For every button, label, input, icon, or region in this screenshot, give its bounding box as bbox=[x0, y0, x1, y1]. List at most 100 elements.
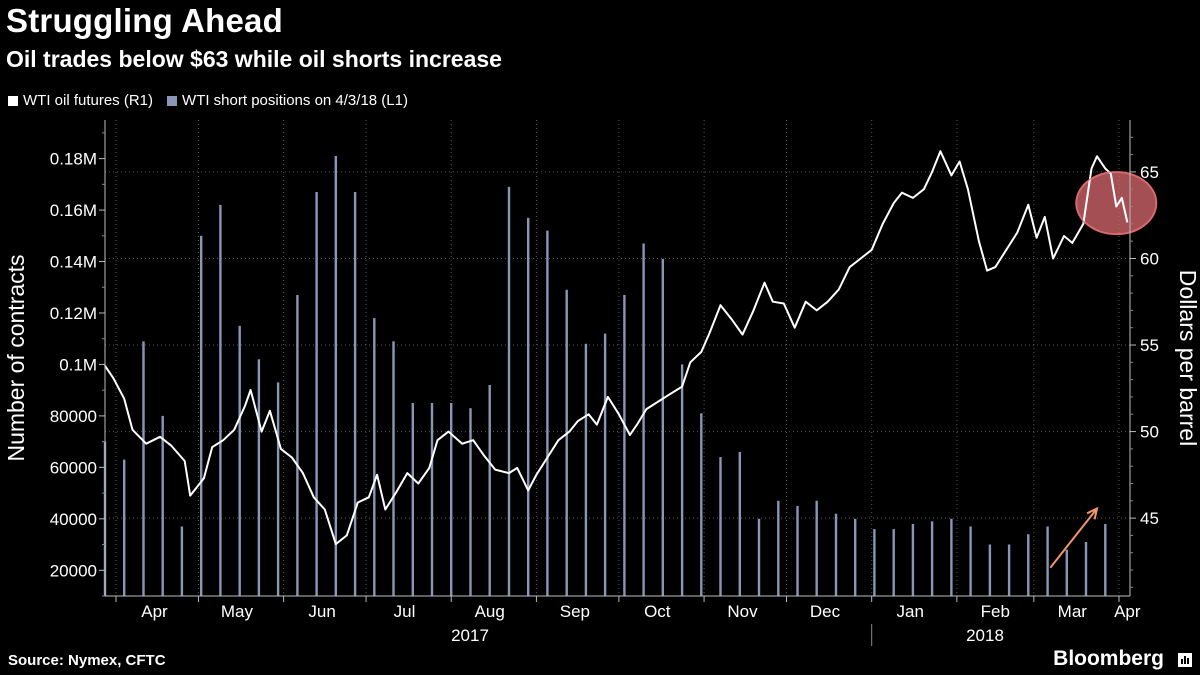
line-point bbox=[645, 408, 648, 410]
bar bbox=[738, 451, 741, 596]
line-point bbox=[1027, 204, 1030, 206]
bar bbox=[1084, 542, 1088, 596]
line-point bbox=[159, 436, 161, 438]
bar bbox=[854, 518, 857, 596]
line-point bbox=[1016, 231, 1019, 234]
line-point bbox=[346, 534, 348, 537]
right-tick-label: 45 bbox=[1140, 509, 1159, 528]
year-label: 2018 bbox=[966, 626, 1004, 645]
x-tick-label: Oct bbox=[644, 602, 671, 621]
line-point bbox=[417, 482, 420, 485]
line-point bbox=[783, 302, 785, 305]
line-point bbox=[260, 430, 263, 433]
line-point bbox=[447, 430, 450, 433]
bar bbox=[507, 186, 511, 596]
line-point bbox=[233, 429, 235, 431]
line-point bbox=[901, 191, 903, 194]
legend-item-short-positions: WTI short positions on 4/3/18 (L1) bbox=[167, 92, 408, 109]
bar bbox=[911, 524, 915, 596]
gridlines bbox=[105, 120, 1130, 596]
left-tick-label: 80000 bbox=[50, 407, 97, 426]
x-tick-label: Apr bbox=[1114, 602, 1141, 621]
bar bbox=[334, 156, 337, 596]
line-point bbox=[837, 288, 840, 291]
x-tick-label: Apr bbox=[141, 602, 168, 621]
line-point bbox=[681, 385, 683, 388]
bar bbox=[276, 382, 280, 596]
bar bbox=[1007, 544, 1011, 596]
x-tick-label: Jan bbox=[896, 602, 923, 621]
bar bbox=[661, 258, 664, 596]
x-tick-label: Sep bbox=[560, 602, 590, 621]
bar bbox=[700, 413, 703, 596]
bar bbox=[796, 505, 799, 596]
line-point bbox=[211, 446, 213, 448]
line-point bbox=[708, 332, 711, 334]
bar bbox=[296, 295, 299, 596]
line-point bbox=[912, 197, 914, 199]
legend-swatch-oil-futures bbox=[8, 95, 18, 106]
bar bbox=[373, 318, 376, 596]
bar bbox=[161, 415, 164, 596]
line-point bbox=[1096, 155, 1098, 158]
bar bbox=[1046, 526, 1049, 596]
line-point bbox=[815, 309, 818, 312]
line-point bbox=[291, 456, 293, 459]
left-tick-label: 0.14M bbox=[50, 253, 97, 272]
bar bbox=[930, 521, 934, 596]
left-axis-title: Number of contracts bbox=[3, 254, 29, 461]
x-tick-label: Jul bbox=[394, 602, 416, 621]
bar bbox=[238, 325, 241, 596]
line-point bbox=[508, 472, 510, 474]
left-tick-label: 20000 bbox=[50, 561, 97, 580]
chart-title: Struggling Ahead bbox=[6, 2, 283, 39]
line-point bbox=[1052, 257, 1054, 260]
line-point bbox=[772, 300, 774, 303]
bar bbox=[584, 343, 588, 596]
line-point bbox=[958, 160, 961, 163]
x-tick-label: Jun bbox=[308, 602, 335, 621]
bar bbox=[988, 544, 992, 596]
bar bbox=[642, 243, 645, 596]
line-point bbox=[1082, 223, 1085, 225]
line-point bbox=[618, 413, 620, 416]
bar bbox=[757, 518, 761, 596]
bar bbox=[892, 529, 895, 596]
line-point bbox=[967, 188, 969, 190]
bar bbox=[1104, 524, 1107, 596]
line-point bbox=[689, 361, 692, 364]
line-point bbox=[494, 468, 497, 471]
right-tick-label: 55 bbox=[1140, 336, 1159, 355]
annotations bbox=[1049, 171, 1158, 569]
line-point bbox=[222, 439, 224, 442]
line-point bbox=[516, 467, 518, 469]
left-tick-label: 40000 bbox=[50, 510, 97, 529]
left-tick-label: 0.12M bbox=[50, 304, 97, 323]
bar bbox=[430, 403, 434, 596]
line-point bbox=[752, 309, 755, 312]
line-series bbox=[104, 150, 1129, 546]
left-tick-label: 0.1M bbox=[59, 355, 97, 374]
bar bbox=[142, 341, 145, 596]
line-point bbox=[131, 429, 134, 431]
line-point bbox=[667, 394, 670, 397]
right-tick-label: 65 bbox=[1140, 163, 1159, 182]
bar bbox=[565, 289, 568, 596]
line-point bbox=[535, 474, 538, 476]
line-point bbox=[483, 455, 486, 457]
bar bbox=[546, 230, 549, 596]
bar bbox=[1065, 549, 1068, 596]
line-point bbox=[461, 442, 464, 445]
chart-subtitle: Oil trades below $63 while oil shorts in… bbox=[6, 46, 502, 72]
legend-swatch-short-positions bbox=[167, 95, 178, 106]
line-point bbox=[596, 423, 598, 426]
line-point bbox=[302, 472, 304, 474]
left-tick-label: 0.16M bbox=[50, 201, 97, 220]
line-point bbox=[892, 202, 895, 204]
line-point bbox=[357, 501, 359, 504]
line-point bbox=[1071, 242, 1074, 244]
line-point bbox=[112, 377, 114, 379]
bar bbox=[123, 459, 126, 596]
line-point bbox=[576, 420, 579, 423]
x-tick-label: May bbox=[221, 602, 254, 621]
